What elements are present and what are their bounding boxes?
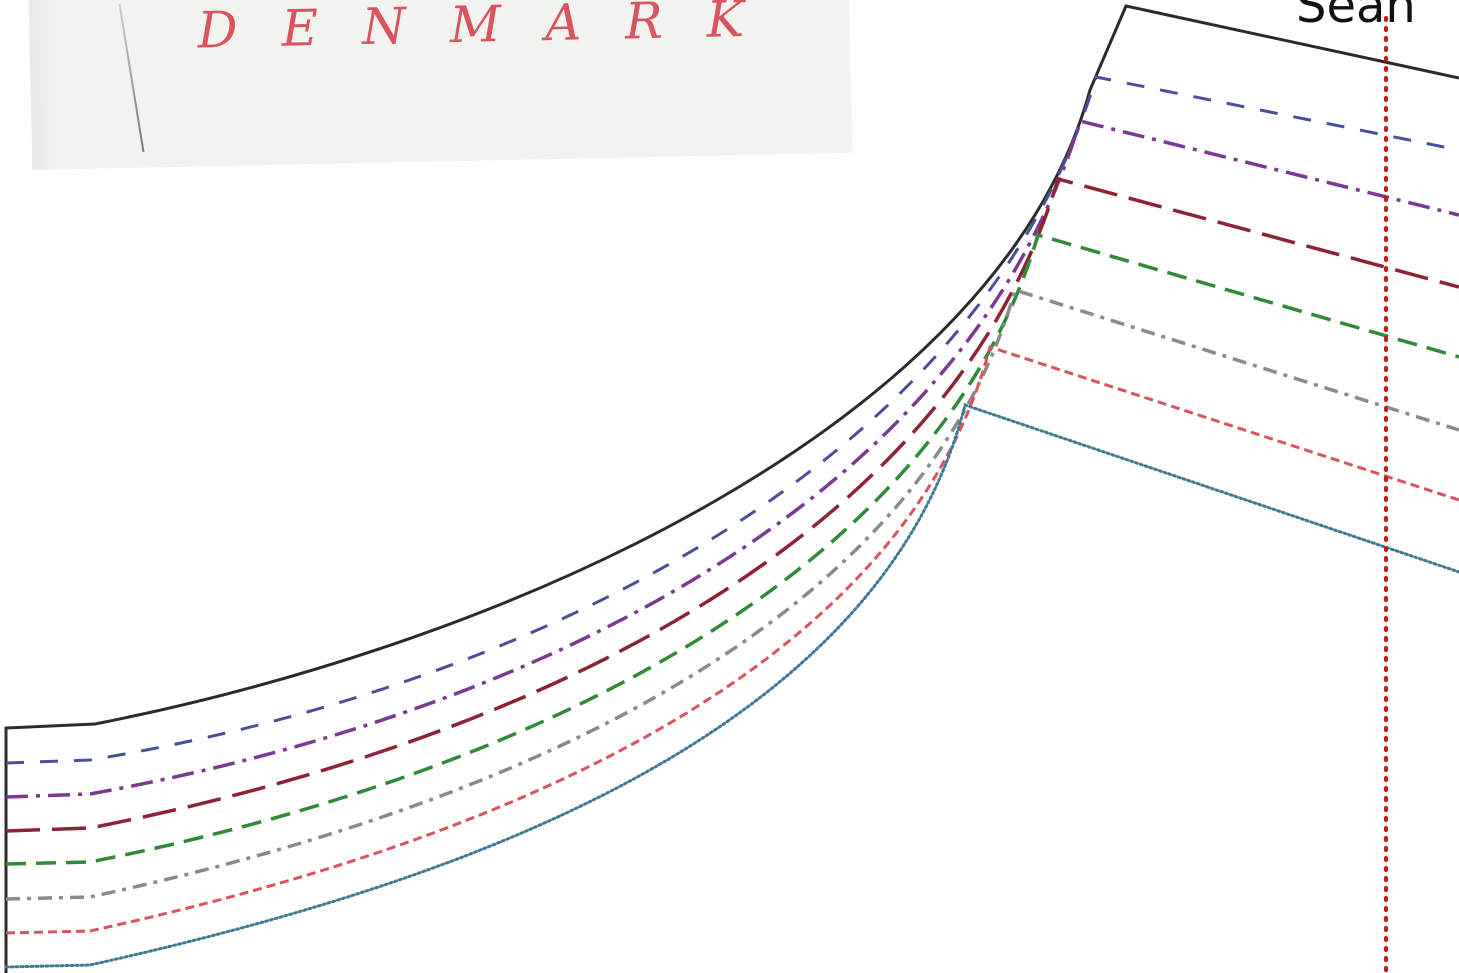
size-line-7 <box>4 403 1459 969</box>
size-line-6 <box>5 345 1459 935</box>
size-line-1 <box>5 75 1459 765</box>
size-line-3 <box>5 176 1459 833</box>
seam-label: Sean <box>1296 0 1416 34</box>
pattern-outline <box>4 4 1459 973</box>
size-line-2 <box>5 118 1459 799</box>
size-line-5 <box>5 287 1459 901</box>
size-line-4 <box>5 232 1459 866</box>
